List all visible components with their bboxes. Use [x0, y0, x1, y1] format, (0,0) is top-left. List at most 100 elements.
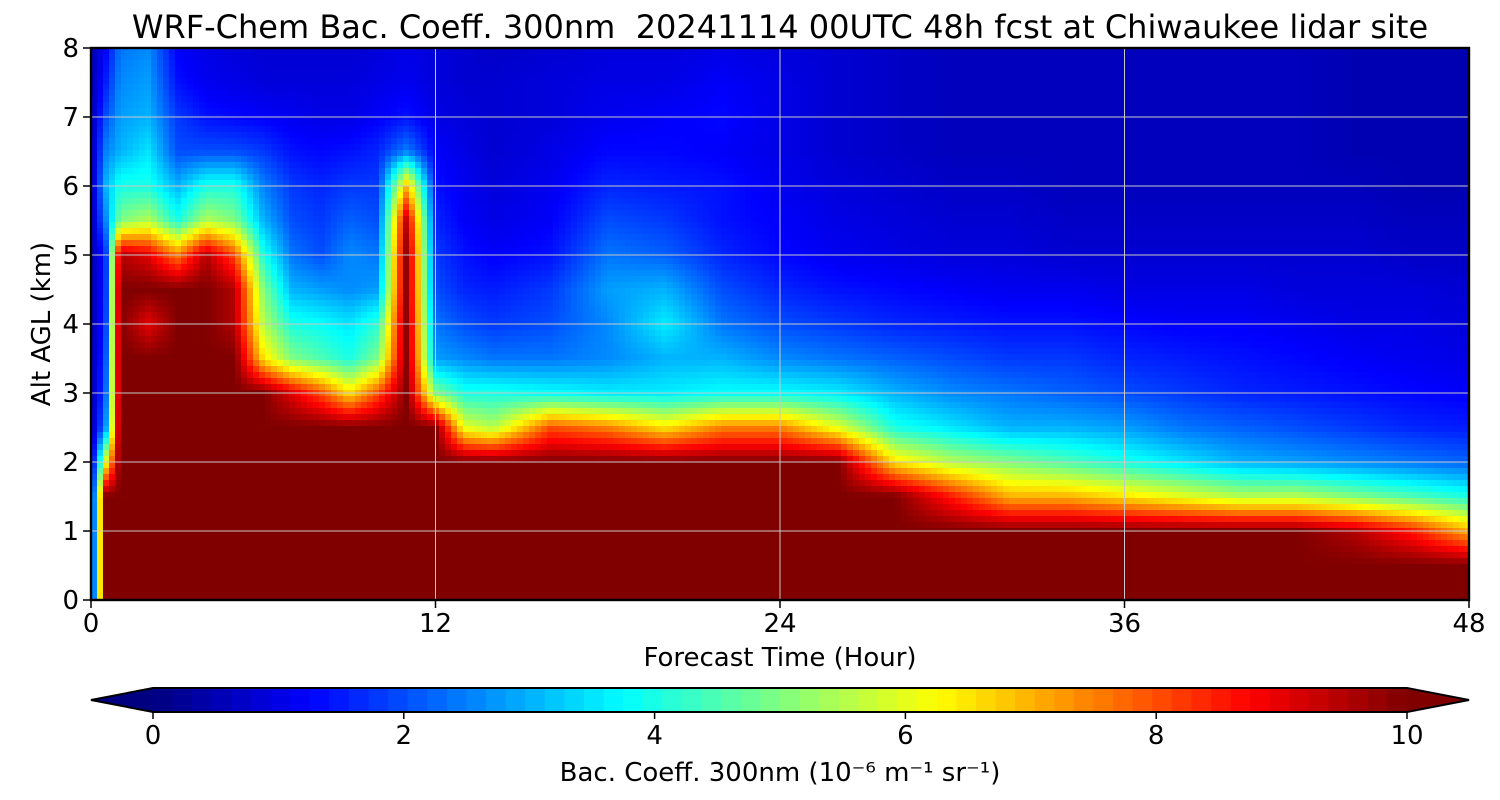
heatmap-cell — [619, 132, 626, 139]
heatmap-cell — [493, 126, 500, 133]
heatmap-cell — [745, 174, 752, 181]
heatmap-cell — [1117, 48, 1124, 55]
heatmap-cell — [175, 126, 182, 133]
heatmap-cell — [865, 138, 872, 145]
heatmap-cell — [565, 96, 572, 103]
heatmap-cell — [343, 60, 350, 67]
heatmap-cell — [559, 126, 566, 133]
heatmap-cell — [1315, 84, 1322, 91]
heatmap-cell — [751, 108, 758, 115]
heatmap-cell — [817, 120, 824, 127]
heatmap-cell — [1423, 72, 1430, 79]
heatmap-cell — [265, 102, 272, 109]
heatmap-cell — [1201, 168, 1208, 175]
heatmap-cell — [1261, 96, 1268, 103]
heatmap-cell — [583, 150, 590, 157]
heatmap-cell — [667, 78, 674, 85]
heatmap-cell — [1141, 168, 1148, 175]
heatmap-cell — [1399, 126, 1406, 133]
heatmap-cell — [523, 48, 530, 55]
heatmap-cell — [931, 126, 938, 133]
heatmap-cell — [1087, 162, 1094, 169]
heatmap-cell — [997, 174, 1004, 181]
heatmap-cell — [1093, 162, 1100, 169]
heatmap-cell — [931, 144, 938, 151]
heatmap-cell — [673, 90, 680, 97]
heatmap-cell — [1429, 108, 1436, 115]
heatmap-cell — [259, 84, 266, 91]
heatmap-cell — [727, 90, 734, 97]
heatmap-cell — [1027, 138, 1034, 145]
heatmap-cell — [1213, 126, 1220, 133]
heatmap-cell — [439, 96, 446, 103]
heatmap-cell — [859, 60, 866, 67]
heatmap-cell — [1459, 78, 1466, 85]
heatmap-cell — [127, 126, 134, 133]
heatmap-cell — [1363, 60, 1370, 67]
heatmap-cell — [877, 132, 884, 139]
heatmap-cell — [823, 150, 830, 157]
heatmap-cell — [811, 60, 818, 67]
heatmap-cell — [829, 174, 836, 181]
heatmap-cell — [1075, 174, 1082, 181]
heatmap-cell — [517, 162, 524, 169]
heatmap-cell — [397, 84, 404, 91]
heatmap-cell — [1441, 72, 1448, 79]
heatmap-cell — [499, 96, 506, 103]
heatmap-cell — [1351, 84, 1358, 91]
heatmap-cell — [1147, 72, 1154, 79]
heatmap-cell — [301, 108, 308, 115]
heatmap-cell — [1357, 144, 1364, 151]
heatmap-cell — [517, 168, 524, 175]
heatmap-cell — [931, 66, 938, 73]
heatmap-cell — [1255, 60, 1262, 67]
heatmap-cell — [265, 168, 272, 175]
heatmap-cell — [1351, 78, 1358, 85]
heatmap-cell — [1045, 144, 1052, 151]
heatmap-cell — [1465, 66, 1469, 73]
heatmap-cell — [1405, 84, 1412, 91]
heatmap-cell — [565, 72, 572, 79]
heatmap-cell — [529, 126, 536, 133]
heatmap-cell — [649, 90, 656, 97]
heatmap-cell — [1225, 72, 1232, 79]
heatmap-cell — [271, 156, 278, 163]
heatmap-cell — [91, 126, 98, 133]
heatmap-cell — [643, 132, 650, 139]
heatmap-cell — [265, 54, 272, 61]
heatmap-cell — [1219, 156, 1226, 163]
heatmap-cell — [511, 96, 518, 103]
heatmap-cell — [979, 54, 986, 61]
heatmap-cell — [781, 108, 788, 115]
heatmap-cell — [1051, 162, 1058, 169]
heatmap-cell — [475, 66, 482, 73]
heatmap-cell — [967, 90, 974, 97]
heatmap-cell — [901, 48, 908, 55]
heatmap-cell — [1459, 162, 1466, 169]
heatmap-cell — [607, 48, 614, 55]
heatmap-cell — [1213, 78, 1220, 85]
heatmap-cell — [1177, 120, 1184, 127]
heatmap-cell — [1147, 48, 1154, 55]
heatmap-cell — [103, 78, 110, 85]
heatmap-cell — [223, 102, 230, 109]
heatmap-cell — [373, 108, 380, 115]
heatmap-cell — [487, 66, 494, 73]
heatmap-cell — [1231, 162, 1238, 169]
heatmap-cell — [745, 162, 752, 169]
heatmap-cell — [475, 108, 482, 115]
heatmap-cell — [601, 132, 608, 139]
heatmap-cell — [781, 72, 788, 79]
heatmap-cell — [1063, 156, 1070, 163]
heatmap-cell — [547, 90, 554, 97]
heatmap-cell — [1309, 138, 1316, 145]
heatmap-cell — [217, 102, 224, 109]
heatmap-cell — [1069, 120, 1076, 127]
heatmap-cell — [793, 132, 800, 139]
heatmap-cell — [325, 108, 332, 115]
heatmap-cell — [319, 72, 326, 79]
heatmap-cell — [1015, 156, 1022, 163]
heatmap-cell — [91, 108, 98, 115]
heatmap-cell — [919, 60, 926, 67]
heatmap-cell — [1093, 96, 1100, 103]
